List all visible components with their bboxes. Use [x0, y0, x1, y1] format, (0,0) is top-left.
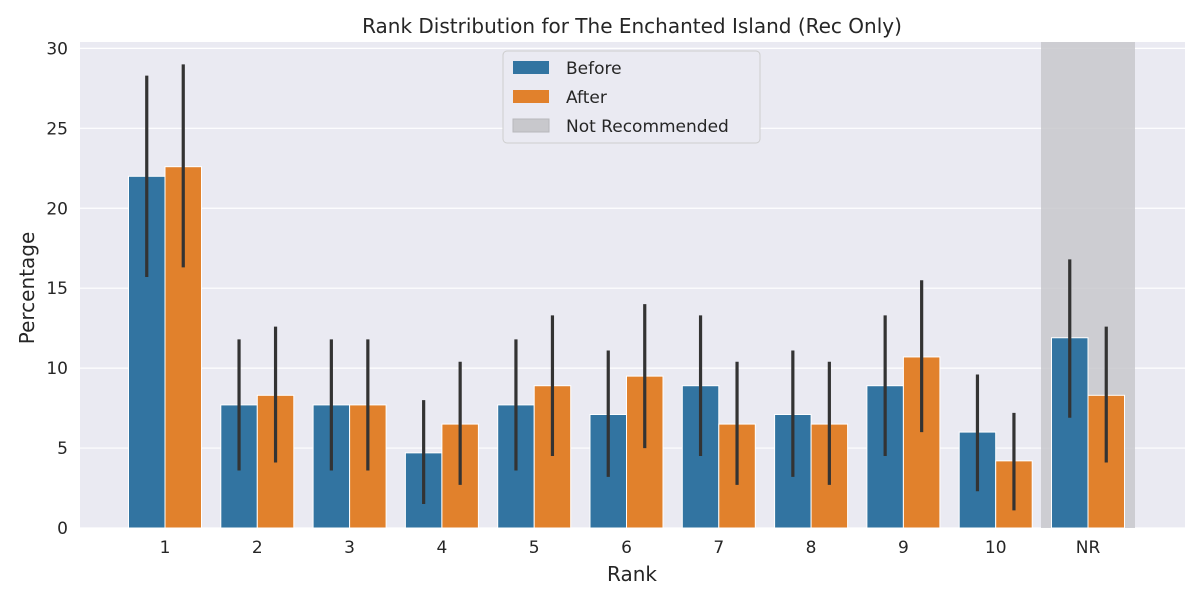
x-tick-label: 10	[985, 538, 1007, 558]
y-tick-label: 30	[46, 39, 68, 59]
legend-label: Before	[566, 59, 622, 79]
y-tick-label: 10	[46, 359, 68, 379]
x-tick-label: NR	[1076, 538, 1101, 558]
x-tick-label: 7	[713, 538, 724, 558]
y-tick-label: 20	[46, 199, 68, 219]
chart-title: Rank Distribution for The Enchanted Isla…	[362, 14, 902, 38]
x-tick-label: 8	[806, 538, 817, 558]
x-tick-label: 3	[344, 538, 355, 558]
x-tick-label: 9	[898, 538, 909, 558]
legend-label: After	[566, 88, 607, 108]
legend: Before After Not Recommended	[502, 50, 761, 144]
x-tick-label: 1	[160, 538, 171, 558]
y-tick-label: 15	[46, 279, 68, 299]
x-tick-label: 5	[529, 538, 540, 558]
legend-box	[502, 50, 761, 144]
y-axis-title: Percentage	[15, 232, 39, 345]
legend-swatch	[512, 118, 550, 133]
x-tick-label: 2	[252, 538, 263, 558]
legend-swatch	[513, 61, 549, 74]
error-bars	[145, 64, 1108, 511]
x-tick-label: 6	[621, 538, 632, 558]
y-tick-label: 0	[57, 519, 68, 539]
y-tick-label: 5	[57, 439, 68, 459]
legend-label: Not Recommended	[566, 117, 729, 137]
y-tick-label: 25	[46, 119, 68, 139]
y-tick-labels: 0 5 10 15 20 25 30	[46, 39, 68, 539]
x-tick-labels: 1 2 3 4 5 6 7 8 9 10 NR	[160, 538, 1101, 558]
x-axis-title: Rank	[607, 562, 657, 586]
legend-swatch	[513, 90, 549, 103]
x-tick-label: 4	[436, 538, 447, 558]
